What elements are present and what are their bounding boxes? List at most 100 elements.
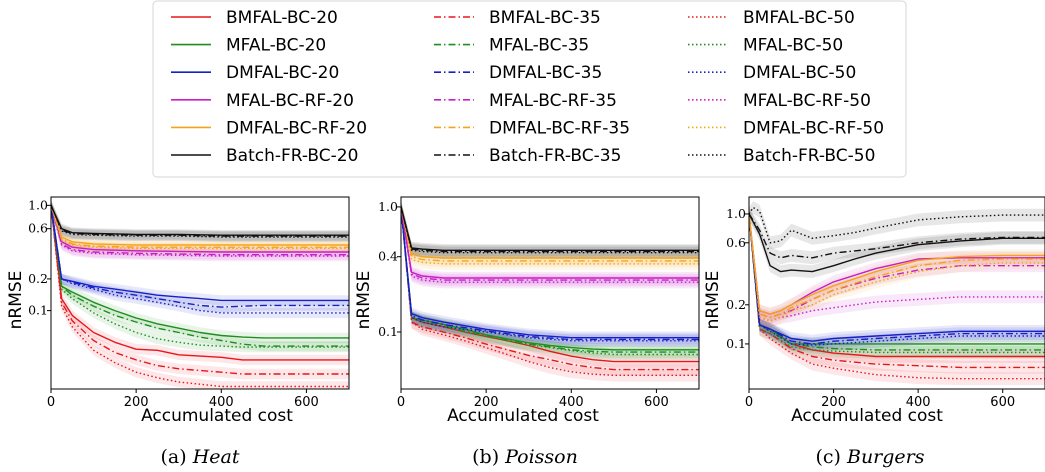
- legend-entry-mfal-bc-rf-50: MFAL-BC-RF-50: [688, 91, 871, 111]
- band-mfal-bc-20-heat: [51, 200, 349, 344]
- ytick-label-0-6-heat: 0.6: [28, 221, 48, 236]
- axes-frame-burgers: [748, 196, 1045, 390]
- xtick-label-0-heat: 0: [47, 395, 55, 410]
- line-mfal-bc-rf-20-poisson: [401, 206, 699, 279]
- legend-label-dmfal-bc-20: DMFAL-BC-20: [226, 63, 339, 83]
- band-mfal-bc-rf-35-burgers: [749, 207, 1045, 324]
- legend-label-batch-fr-bc-20: Batch-FR-BC-20: [226, 146, 358, 166]
- line-mfal-bc-rf-35-poisson: [401, 206, 699, 281]
- legend-label-dmfal-bc-50: DMFAL-BC-50: [743, 63, 856, 83]
- band-mfal-bc-rf-50-heat: [51, 200, 349, 262]
- line-batch-fr-bc-35-heat: [51, 205, 349, 237]
- band-dmfal-bc-rf-50-burgers: [749, 207, 1045, 328]
- line-dmfal-bc-20-heat: [51, 205, 349, 302]
- legend-label-bmfal-bc-35: BMFAL-BC-35: [489, 8, 601, 28]
- series-lines-poisson: [401, 206, 699, 376]
- xtick-label-400-burgers: 400: [906, 395, 931, 410]
- legend-entry-batch-fr-bc-35: Batch-FR-BC-35: [434, 146, 621, 166]
- series-lines-burgers: [749, 206, 1045, 380]
- line-dmfal-bc-20-poisson: [401, 206, 699, 339]
- legend-label-mfal-bc-rf-50: MFAL-BC-RF-50: [743, 91, 871, 111]
- legend-entry-bmfal-bc-50: BMFAL-BC-50: [688, 8, 855, 28]
- line-dmfal-bc-35-poisson: [401, 206, 699, 341]
- error-bands-burgers: [749, 201, 1045, 386]
- legend-entry-dmfal-bc-rf-50: DMFAL-BC-RF-50: [688, 118, 884, 138]
- xlabel-heat: Accumulated cost: [141, 406, 293, 426]
- caption-prefix-burgers: (c): [815, 446, 847, 468]
- legend-entry-mfal-bc-50: MFAL-BC-50: [688, 36, 843, 56]
- caption-heat: (a) Heat: [161, 446, 240, 468]
- xtick-label-400-heat: 400: [209, 395, 234, 410]
- legend-entry-batch-fr-bc-20: Batch-FR-BC-20: [171, 146, 358, 166]
- line-dmfal-bc-rf-50-burgers: [749, 213, 1045, 322]
- line-bmfal-bc-50-poisson: [401, 206, 699, 376]
- band-batch-fr-bc-50-burgers: [749, 201, 1045, 250]
- line-mfal-bc-rf-35-heat: [51, 205, 349, 256]
- band-batch-fr-bc-35-heat: [51, 200, 349, 242]
- legend-label-mfal-bc-20: MFAL-BC-20: [226, 36, 326, 56]
- line-mfal-bc-rf-20-heat: [51, 205, 349, 253]
- plot-area-heat: 0 200 400 600 1.0 0.6 0.2 0.1: [28, 196, 350, 410]
- line-bmfal-bc-50-burgers: [749, 213, 1045, 380]
- ylabel-burgers: nRMSE: [703, 271, 723, 330]
- ylabel-poisson: nRMSE: [354, 271, 374, 330]
- line-mfal-bc-50-poisson: [401, 206, 699, 356]
- band-batch-fr-bc-50-poisson: [401, 200, 699, 259]
- ylabel-heat: nRMSE: [6, 271, 26, 330]
- line-dmfal-bc-rf-35-poisson: [401, 206, 699, 262]
- ytick-label-0-6-burgers: 0.6: [726, 235, 746, 250]
- ytick-label-0-2-burgers: 0.2: [726, 297, 746, 312]
- band-dmfal-bc-rf-50-poisson: [401, 200, 699, 271]
- axes-frame-heat: [50, 196, 350, 390]
- line-mfal-bc-20-heat: [51, 205, 349, 339]
- band-batch-fr-bc-20-heat: [51, 200, 349, 241]
- legend-label-dmfal-bc-rf-20: DMFAL-BC-RF-20: [226, 118, 367, 138]
- legend-entry-mfal-bc-20: MFAL-BC-20: [171, 36, 326, 56]
- line-dmfal-bc-rf-20-poisson: [401, 206, 699, 259]
- line-bmfal-bc-20-heat: [51, 205, 349, 361]
- band-batch-fr-bc-20-burgers: [749, 207, 1045, 278]
- line-batch-fr-bc-20-heat: [51, 205, 349, 236]
- line-mfal-bc-35-burgers: [749, 213, 1045, 351]
- xtick-label-400-poisson: 400: [559, 395, 584, 410]
- ytick-label-0-1-poisson: 0.1: [378, 324, 398, 339]
- xtick-label-0-burgers: 0: [745, 395, 753, 410]
- band-mfal-bc-rf-50-poisson: [401, 200, 699, 289]
- line-dmfal-bc-35-burgers: [749, 213, 1045, 345]
- line-batch-fr-bc-35-burgers: [749, 213, 1045, 259]
- xlabel-poisson: Accumulated cost: [447, 406, 599, 426]
- caption-name-poisson: Poisson: [504, 446, 578, 468]
- line-batch-fr-bc-50-poisson: [401, 206, 699, 254]
- ytick-label-1-0-heat: 1.0: [28, 197, 48, 212]
- legend-entry-bmfal-bc-20: BMFAL-BC-20: [171, 8, 338, 28]
- error-bands-poisson: [401, 200, 699, 382]
- band-batch-fr-bc-35-burgers: [749, 207, 1045, 265]
- legend-label-dmfal-bc-35: DMFAL-BC-35: [489, 63, 602, 83]
- xtick-label-0-poisson: 0: [397, 395, 405, 410]
- caption-name-heat: Heat: [192, 446, 240, 468]
- xtick-label-600-heat: 600: [294, 395, 319, 410]
- legend-label-bmfal-bc-20: BMFAL-BC-20: [226, 8, 338, 28]
- ytick-label-0-1-burgers: 0.1: [726, 336, 746, 351]
- line-batch-fr-bc-50-heat: [51, 205, 349, 238]
- line-bmfal-bc-50-heat: [51, 205, 349, 388]
- line-dmfal-bc-50-poisson: [401, 206, 699, 342]
- band-mfal-bc-50-burgers: [749, 207, 1045, 359]
- legend-entry-dmfal-bc-35: DMFAL-BC-35: [434, 63, 602, 83]
- legend-label-dmfal-bc-rf-35: DMFAL-BC-RF-35: [489, 118, 630, 138]
- error-bands-heat: [51, 200, 349, 389]
- series-lines-heat: [51, 205, 349, 388]
- line-batch-fr-bc-20-poisson: [401, 206, 699, 252]
- line-mfal-bc-50-heat: [51, 205, 349, 348]
- ytick-label-1-0-poisson: 1.0: [378, 199, 398, 214]
- caption-prefix-heat: (a): [161, 446, 193, 468]
- band-mfal-bc-35-burgers: [749, 207, 1045, 357]
- caption-burgers: (c) Burgers: [815, 446, 924, 468]
- caption-prefix-poisson: (b): [472, 446, 505, 468]
- line-batch-fr-bc-50-burgers: [749, 206, 1045, 244]
- line-bmfal-bc-35-heat: [51, 205, 349, 375]
- legend-entry-batch-fr-bc-50: Batch-FR-BC-50: [688, 146, 875, 166]
- ytick-label-0-1-heat: 0.1: [28, 303, 48, 318]
- band-mfal-bc-rf-50-burgers: [749, 207, 1045, 328]
